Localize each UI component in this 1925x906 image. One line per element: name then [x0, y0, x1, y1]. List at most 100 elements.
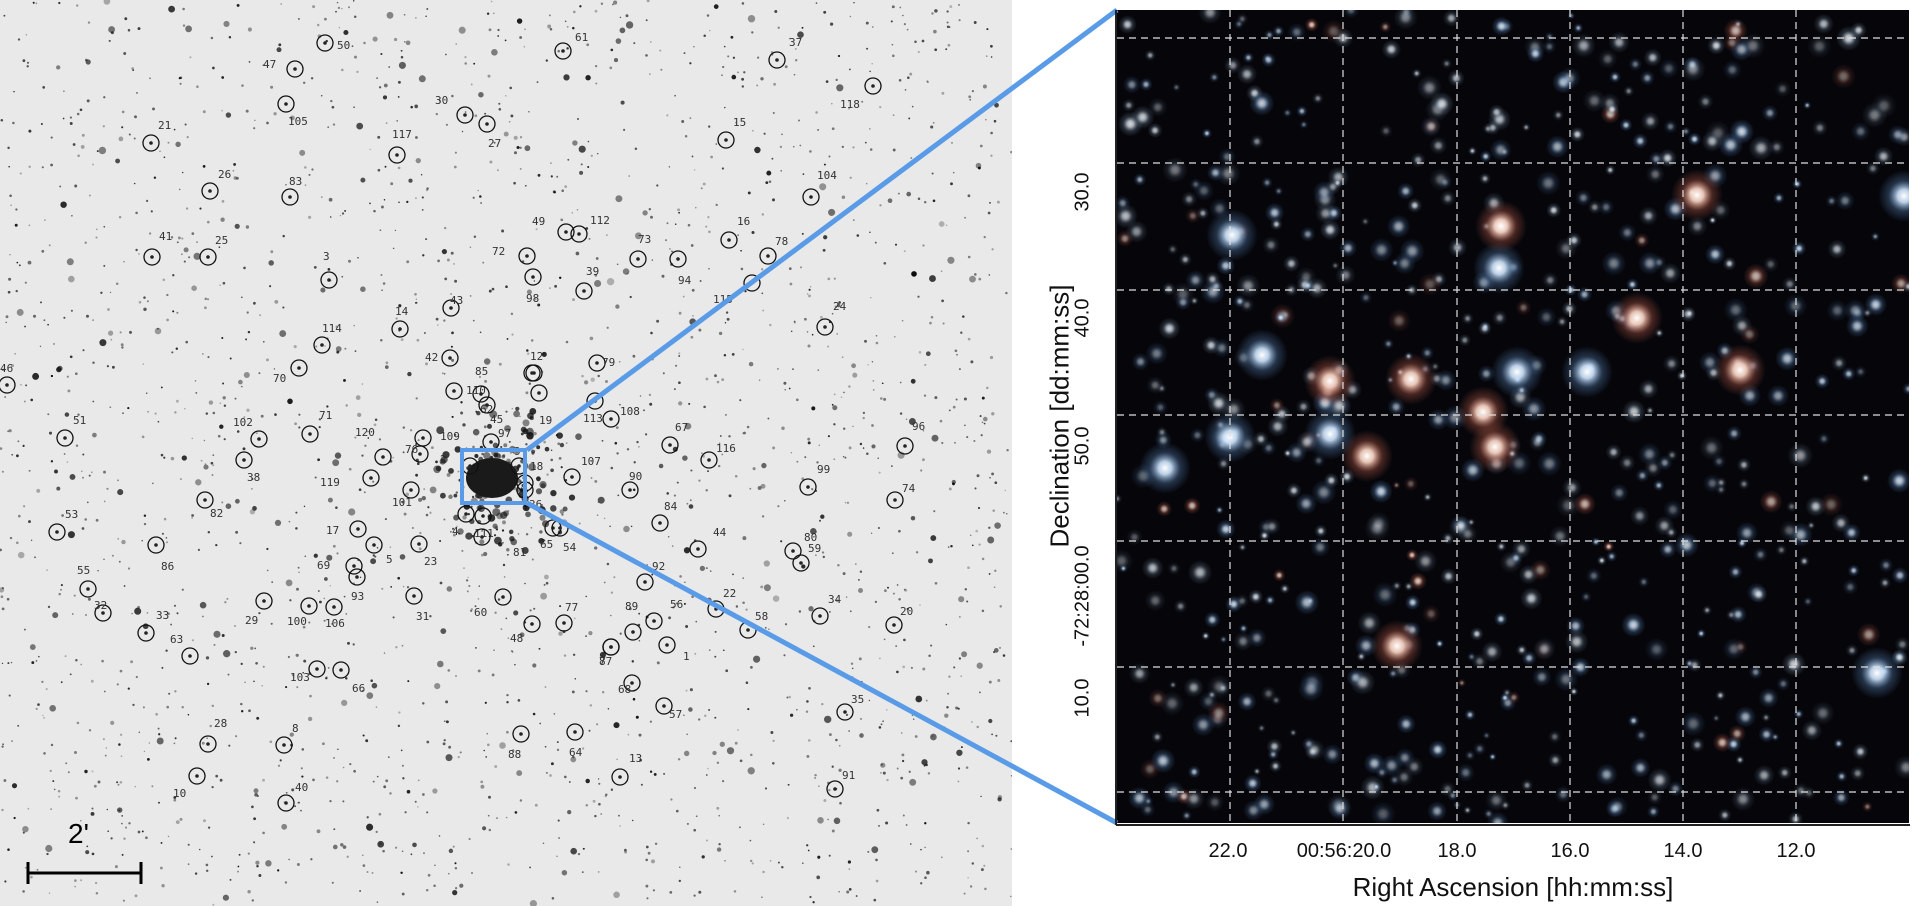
star-number-label: 82: [210, 507, 223, 520]
star-marker: [391, 320, 409, 338]
star-number-label: 96: [912, 420, 925, 433]
star-number-label: 30: [435, 94, 448, 107]
star-number-label: 116: [716, 442, 736, 455]
star-marker: [313, 336, 331, 354]
star-number-label: 102: [233, 416, 253, 429]
star-marker: [402, 481, 420, 499]
star-number-label: 90: [629, 470, 642, 483]
star-marker: [199, 248, 217, 266]
bright-star: [1139, 442, 1191, 494]
y-tick-label: -72:28:00.0: [1071, 545, 1094, 647]
star-number-label: 23: [424, 555, 437, 568]
star-number-label: 105: [288, 115, 308, 128]
star-number-label: 12: [530, 350, 543, 363]
star-number-label: 63: [170, 633, 183, 646]
bright-star: [1671, 169, 1723, 221]
star-number-label: 17: [326, 524, 339, 537]
star-number-label: 104: [817, 169, 837, 182]
star-marker: [442, 299, 460, 317]
star-number-label: 89: [625, 600, 638, 613]
star-marker: [388, 146, 406, 164]
star-number-label: 32: [94, 599, 107, 612]
star-number-label: 98: [526, 292, 539, 305]
star-number-label: 25: [215, 234, 228, 247]
star-number-label: 19: [539, 414, 552, 427]
star-marker: [277, 95, 295, 113]
star-number-label: 21: [158, 119, 171, 132]
bright-star: [1341, 430, 1393, 482]
star-number-label: 29: [245, 614, 258, 627]
star-marker: [348, 568, 366, 586]
star-marker: [137, 624, 155, 642]
star-number-label: 37: [789, 36, 802, 49]
star-number-label: 49: [532, 215, 545, 228]
star-marker: [345, 557, 363, 575]
star-marker: [457, 505, 475, 523]
star-marker: [320, 271, 338, 289]
star-number-label: 20: [900, 605, 913, 618]
bright-star: [1304, 355, 1356, 407]
star-number-label: 43: [450, 294, 463, 307]
star-number-label: 34: [828, 593, 842, 606]
star-marker: [365, 536, 383, 554]
star-number-label: 114: [322, 322, 342, 335]
star-marker: [563, 468, 581, 486]
x-tick-label: 18.0: [1437, 840, 1477, 862]
star-marker: [445, 382, 463, 400]
star-number-label: 28: [214, 717, 227, 730]
star-marker: [374, 448, 392, 466]
star-marker: [56, 429, 74, 447]
star-marker: [473, 528, 491, 546]
star-number-label: 36: [529, 498, 542, 511]
star-number-label: 84: [664, 500, 678, 513]
x-axis-title: Right Ascension [hh:mm:ss]: [1352, 872, 1674, 902]
star-number-label: 15: [733, 116, 746, 129]
star-number-label: 70: [273, 372, 286, 385]
star-number-label: 92: [652, 560, 665, 573]
star-number-label: 83: [289, 175, 302, 188]
star-number-label: 16: [737, 215, 750, 228]
star-number-label: 112: [590, 214, 610, 227]
star-number-label: 54: [563, 541, 577, 554]
star-marker: [281, 188, 299, 206]
star-number-label: 88: [508, 748, 521, 761]
star-marker: [414, 429, 432, 447]
star-number-label: 53: [65, 508, 78, 521]
star-number-label: 42: [425, 351, 438, 364]
x-tick-label: 22.0: [1208, 840, 1248, 862]
star-number-label: 56: [670, 598, 683, 611]
star-number-label: 3: [323, 250, 330, 263]
star-number-label: 47: [263, 58, 276, 71]
star-number-label: 44: [713, 526, 727, 539]
star-number-label: 68: [618, 683, 631, 696]
star-marker: [255, 592, 273, 610]
star-marker: [410, 535, 428, 553]
star-number-label: 99: [817, 463, 830, 476]
y-tick-label: 30.0: [1071, 172, 1094, 212]
star-marker: [196, 491, 214, 509]
star-marker: [201, 182, 219, 200]
star-marker: [441, 349, 459, 367]
star-number-label: 91: [842, 769, 855, 782]
star-number-label: 119: [320, 476, 340, 489]
star-number-label: 78: [775, 235, 788, 248]
star-number-label: 1: [683, 650, 690, 663]
star-number-label: 41: [159, 230, 172, 243]
star-marker: [494, 588, 512, 606]
star-number-label: 5: [386, 553, 393, 566]
star-marker: [181, 647, 199, 665]
star-number-label: 74: [902, 482, 916, 495]
star-number-label: 85: [475, 365, 488, 378]
star-marker: [300, 597, 318, 615]
star-number-label: 59: [808, 542, 821, 555]
bright-star: [1371, 620, 1423, 672]
bright-star: [1561, 346, 1613, 398]
star-number-label: 33: [156, 609, 169, 622]
star-marker: [235, 451, 253, 469]
star-marker: [405, 587, 423, 605]
star-number-label: 108: [620, 405, 640, 418]
star-number-label: 24: [833, 300, 847, 313]
star-marker: [94, 604, 112, 622]
star-number-label: 57: [669, 708, 682, 721]
star-number-label: 66: [352, 682, 365, 695]
